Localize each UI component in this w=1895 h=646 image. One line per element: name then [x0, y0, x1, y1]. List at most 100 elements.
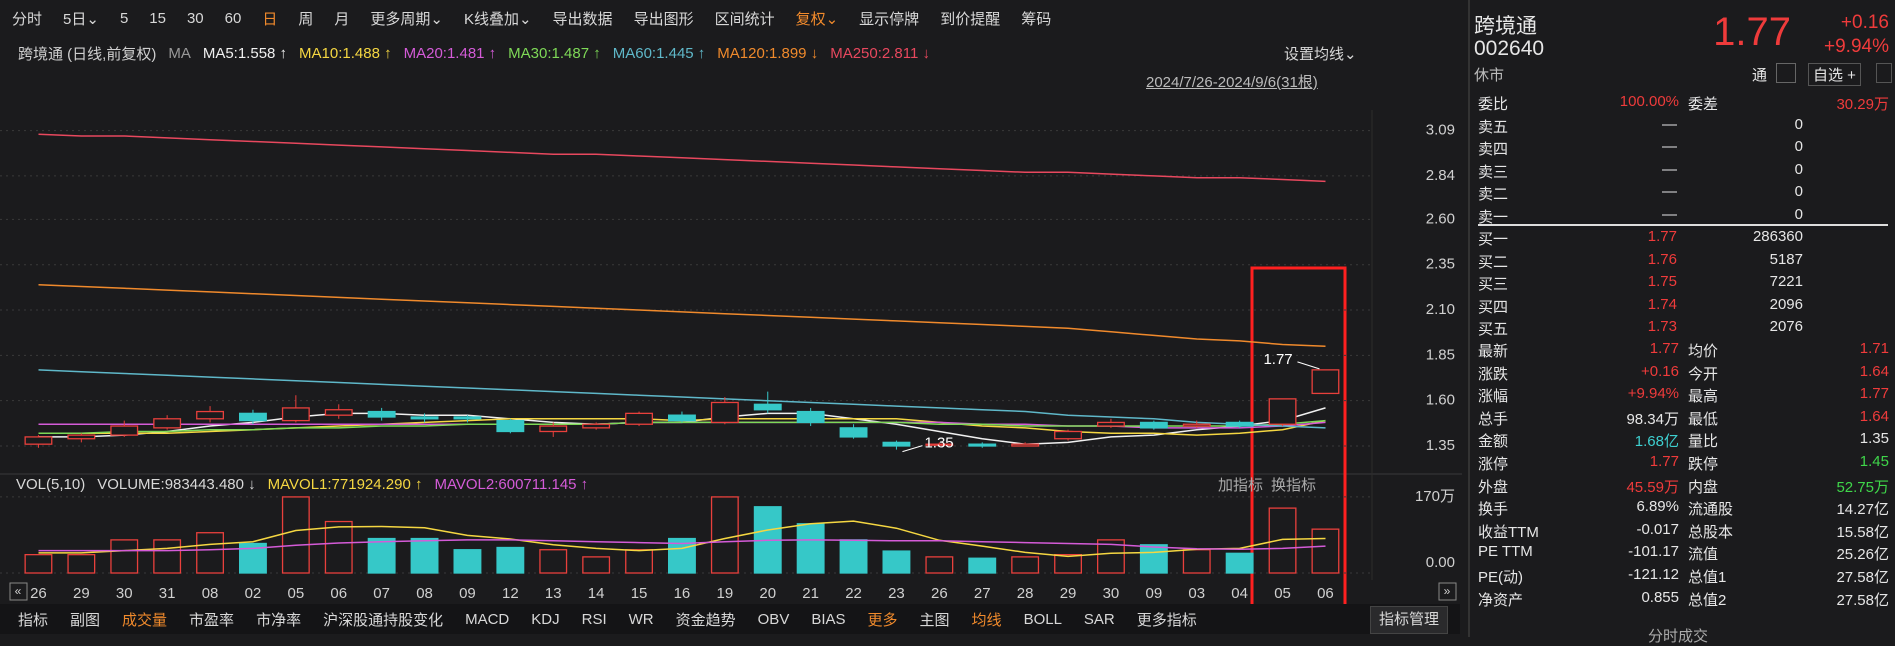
- toolbar-item[interactable]: 更多周期⌄: [370, 10, 443, 28]
- volume-bar: [710, 496, 739, 574]
- indicator-manage[interactable]: 指标管理: [1370, 606, 1449, 634]
- toolbar-item[interactable]: 显示停牌: [859, 10, 920, 28]
- ma-line: [38, 539, 1326, 552]
- indicator-tab[interactable]: WR: [628, 610, 654, 628]
- volume-bar: [153, 539, 182, 574]
- indicator-tab[interactable]: 市净率: [256, 611, 302, 629]
- indicator-tab[interactable]: 副图: [70, 611, 101, 629]
- quote-cell: 98.34万: [1626, 410, 1679, 428]
- indicator-tab[interactable]: OBV: [757, 610, 790, 628]
- candle-body: [110, 425, 139, 436]
- indicator-tab[interactable]: 指标: [18, 611, 49, 629]
- quote-cell: 总值1: [1688, 569, 1727, 586]
- toolbar-item[interactable]: 30: [186, 9, 204, 27]
- indicator-tab[interactable]: MACD: [465, 610, 510, 628]
- toolbar-item[interactable]: 导出图形: [633, 10, 694, 28]
- indicator-tab[interactable]: RSI: [581, 610, 607, 628]
- indicator-tab[interactable]: BIAS: [811, 610, 846, 628]
- bell-icon[interactable]: [1776, 63, 1796, 83]
- quote-cell: 金额: [1478, 433, 1509, 451]
- toolbar-item[interactable]: 导出数据: [552, 10, 613, 28]
- candle-body: [67, 434, 96, 440]
- indicator-tab[interactable]: KDJ: [531, 610, 560, 628]
- scroll-right[interactable]: [1438, 582, 1457, 601]
- candle-body: [24, 436, 53, 445]
- toolbar-item[interactable]: 到价提醒: [940, 10, 1001, 28]
- candle-body: [324, 409, 353, 416]
- candle-body: [753, 403, 782, 411]
- toolbar-item[interactable]: 周: [298, 10, 314, 28]
- toolbar-item[interactable]: 日: [262, 10, 278, 28]
- y-tick-label: 3.09: [1426, 122, 1455, 139]
- quote-cell: 14.27亿: [1836, 501, 1889, 519]
- volume-tool[interactable]: 加指标: [1218, 476, 1264, 494]
- toolbar-item[interactable]: 5日⌄: [63, 10, 99, 28]
- quote-cell: PE TTM: [1478, 543, 1533, 561]
- indicator-tab[interactable]: SAR: [1083, 610, 1115, 628]
- ma-legend-item: MA250:2.811 ↓: [830, 44, 930, 62]
- quote-cell: 最低: [1688, 410, 1719, 428]
- x-tick-label: 06: [1317, 585, 1334, 602]
- indicator-tab[interactable]: 主图: [919, 611, 950, 629]
- indicator-tab[interactable]: 成交量: [122, 611, 168, 629]
- scroll-left-icon: «: [15, 584, 22, 598]
- x-tick-label: 26: [30, 585, 47, 602]
- ma-setting[interactable]: 设置均线⌄: [1284, 46, 1357, 63]
- toolbar-item[interactable]: 60: [224, 9, 242, 27]
- indicator-tab[interactable]: 更多: [867, 611, 898, 629]
- x-tick-label: 30: [116, 585, 133, 602]
- max-arrow: [1297, 361, 1320, 370]
- ma-legend-item: MA120:1.899 ↓: [717, 44, 819, 62]
- ma-legend-item: MA10:1.488 ↑: [299, 44, 392, 62]
- x-tick-label: 08: [416, 585, 433, 602]
- candle-body: [196, 410, 224, 420]
- indicator-tab[interactable]: 资金趋势: [675, 611, 736, 629]
- mavol-legend-item: MAVOL2:600711.145 ↑: [434, 475, 589, 493]
- highlight-box: [1250, 266, 1347, 604]
- x-tick-label: 19: [717, 585, 734, 602]
- quote-cell: 最新: [1478, 343, 1509, 360]
- scroll-left[interactable]: [9, 582, 28, 601]
- toolbar-item[interactable]: 月: [334, 10, 350, 28]
- toolbar-item[interactable]: 15: [149, 9, 166, 27]
- quote-cell: 1.77: [1647, 228, 1677, 245]
- quote-cell: 卖五: [1478, 118, 1509, 136]
- quote-cell: 流通股: [1688, 501, 1734, 519]
- watchlist-button[interactable]: 自选 +: [1808, 63, 1861, 86]
- x-tick-label: 13: [545, 585, 562, 602]
- watch-dropdown[interactable]: [1876, 63, 1892, 83]
- quote-cell: 总股本: [1688, 523, 1734, 541]
- quote-cell: 买一: [1478, 231, 1509, 248]
- footer-tab[interactable]: 分时成交: [1648, 628, 1709, 645]
- quote-cell: 0: [1794, 183, 1803, 201]
- toolbar-item[interactable]: 5: [119, 9, 129, 27]
- candle-body: [1311, 369, 1340, 395]
- volume-tool[interactable]: 换指标: [1271, 476, 1317, 494]
- candle-body: [153, 418, 182, 429]
- quote-cell: 7221: [1769, 273, 1803, 291]
- indicator-tab[interactable]: 更多指标: [1136, 611, 1197, 629]
- quote-cell: 买二: [1478, 253, 1509, 271]
- vol-tick-label: 170万: [1415, 488, 1455, 505]
- toolbar-item[interactable]: 区间统计: [714, 10, 775, 28]
- quote-cell: 最高: [1688, 388, 1719, 406]
- x-tick-label: 23: [888, 585, 905, 602]
- quote-cell: 涨跌: [1478, 365, 1509, 383]
- x-tick-label: 16: [674, 585, 691, 602]
- ma-legend-item: MA20:1.481 ↑: [403, 44, 497, 62]
- indicator-tab[interactable]: 沪深股通持股变化: [323, 611, 444, 629]
- indicator-tab[interactable]: 市盈率: [189, 611, 235, 629]
- candle-body: [1011, 443, 1040, 447]
- toolbar-item[interactable]: 复权⌄: [795, 10, 839, 28]
- quote-cell: 1.64: [1859, 362, 1889, 380]
- quote-cell: 外盘: [1478, 478, 1509, 496]
- toolbar-item[interactable]: 筹码: [1021, 10, 1052, 28]
- quote-cell: 买三: [1478, 276, 1509, 294]
- quote-cell: 27.58亿: [1836, 569, 1889, 586]
- quote-cell: 卖三: [1478, 163, 1509, 181]
- toolbar-item[interactable]: 分时: [12, 10, 43, 28]
- quote-cell: 净资产: [1478, 591, 1524, 609]
- toolbar-item[interactable]: K线叠加⌄: [463, 10, 532, 28]
- indicator-tab[interactable]: BOLL: [1023, 610, 1062, 628]
- indicator-tab[interactable]: 均线: [971, 611, 1002, 629]
